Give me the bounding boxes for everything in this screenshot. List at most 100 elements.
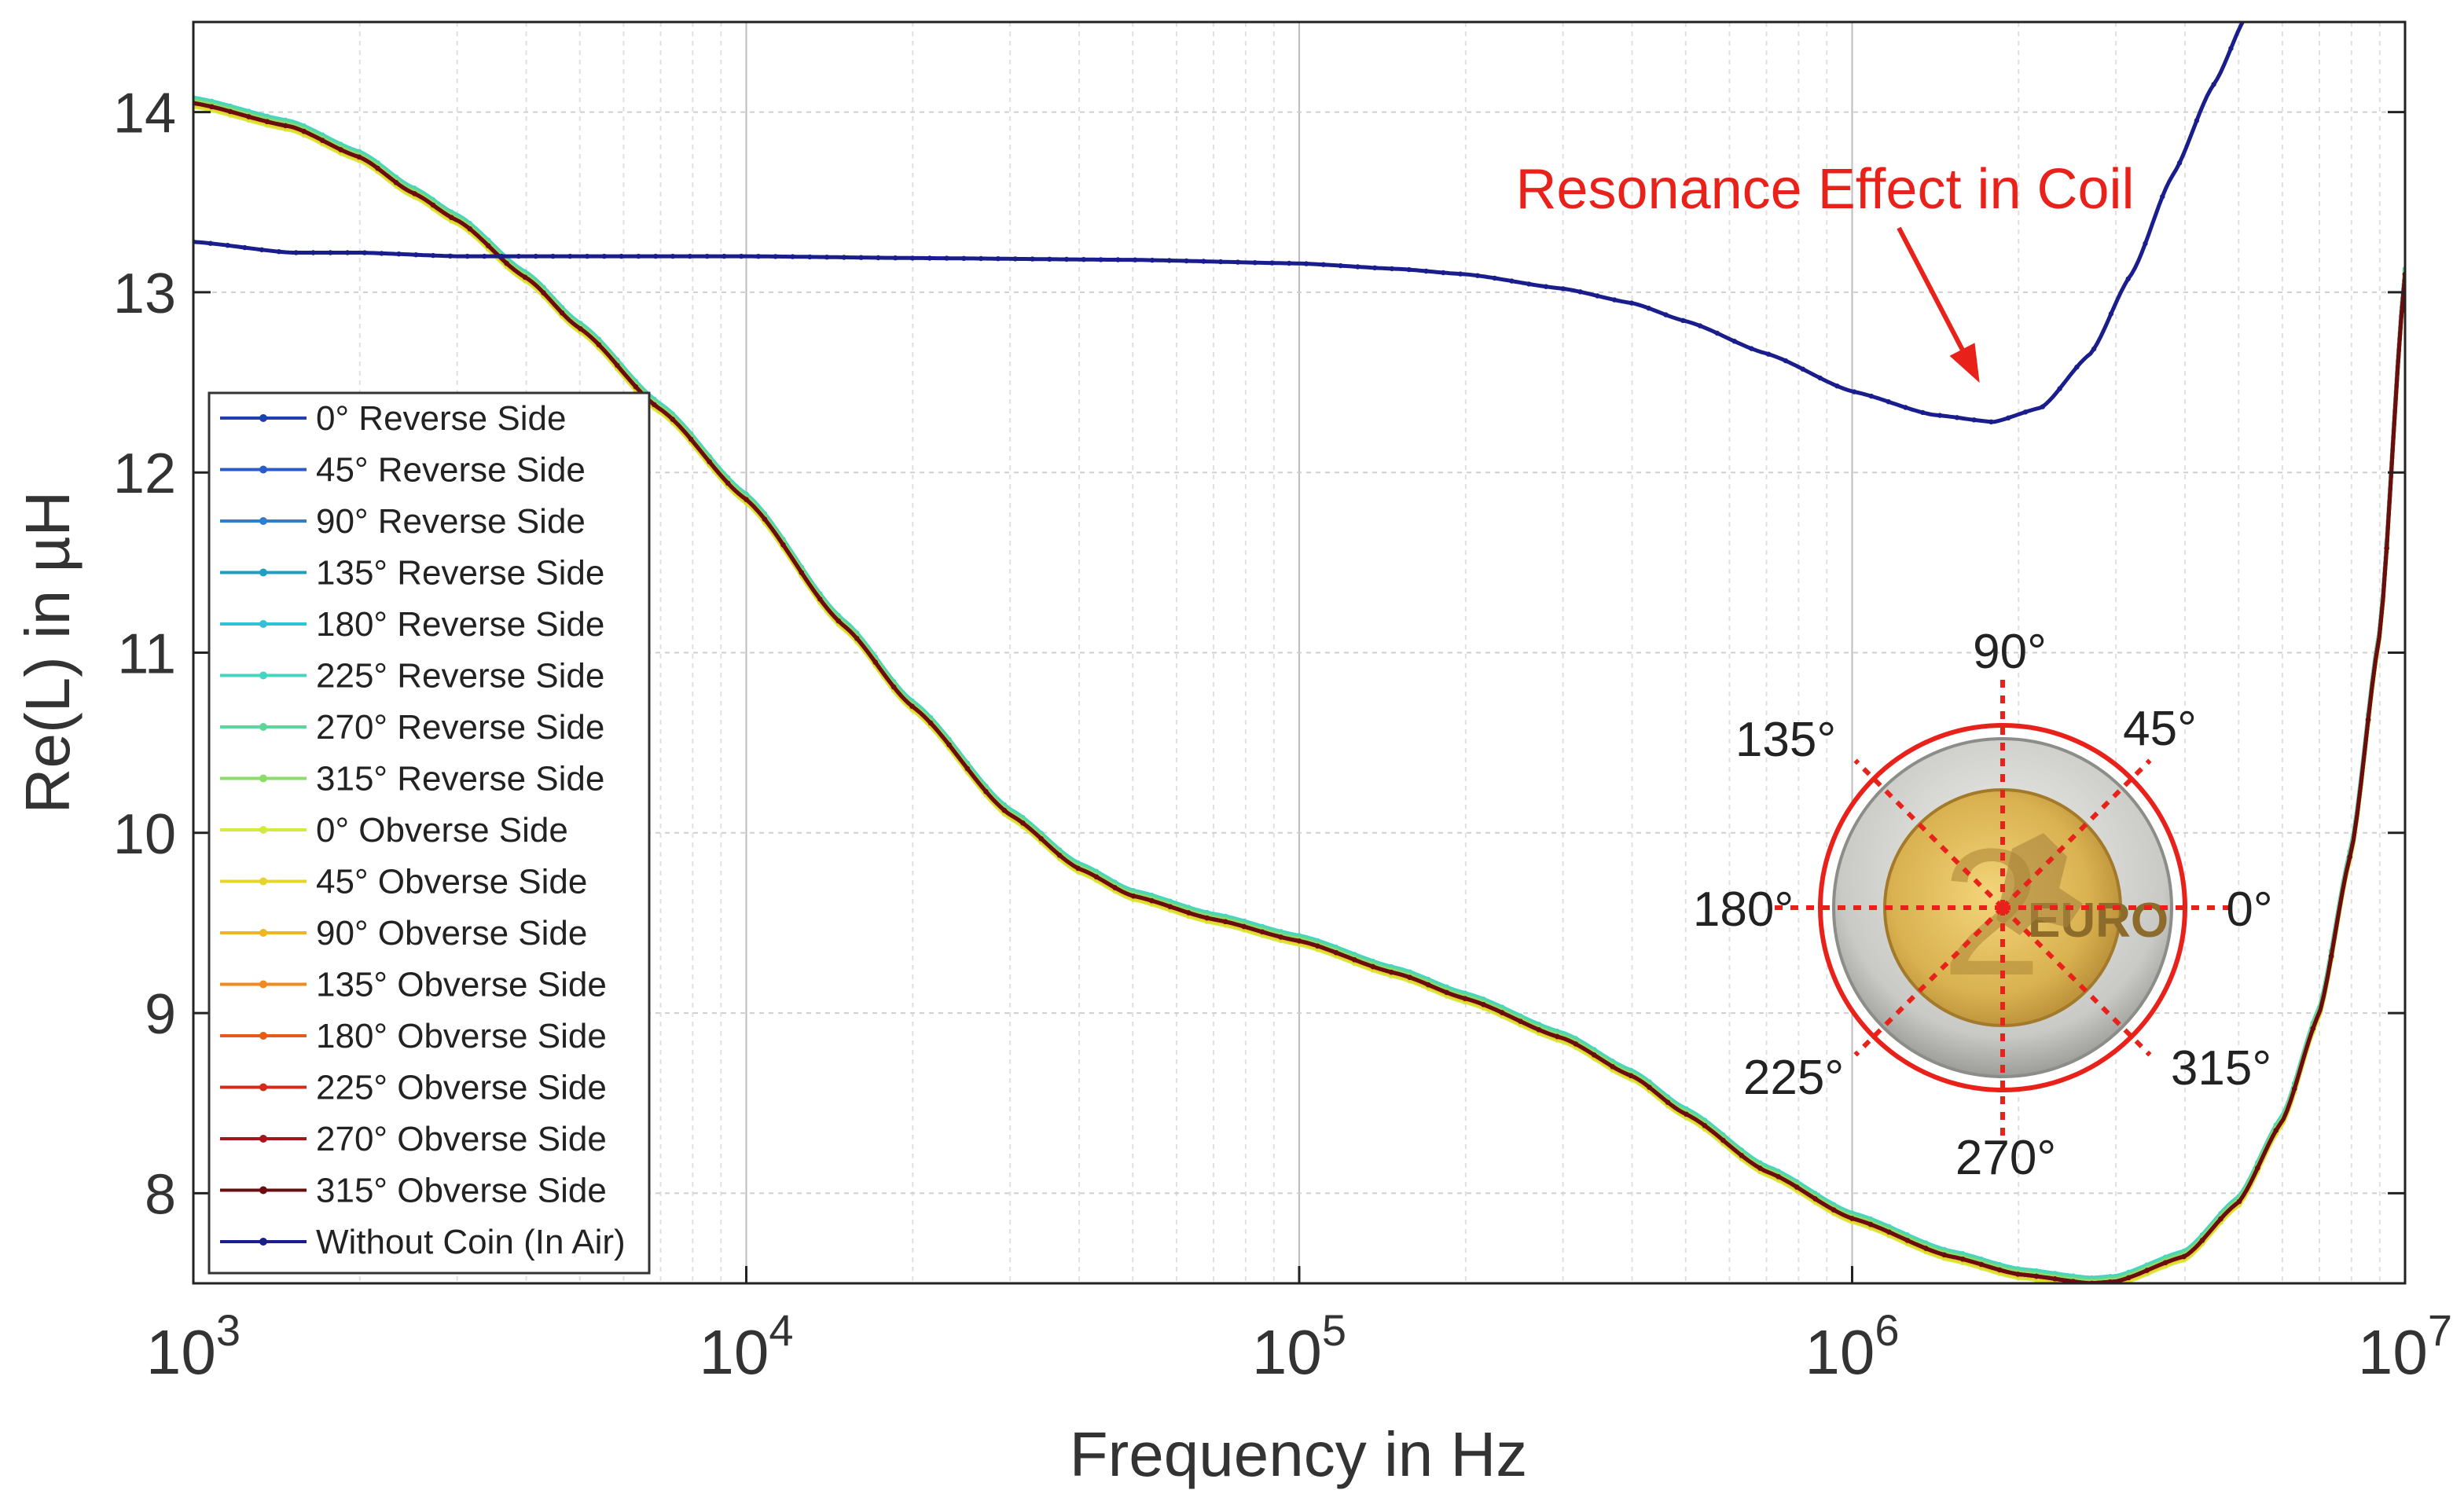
series-point <box>1296 938 1302 944</box>
series-point <box>744 497 749 502</box>
series-point <box>412 191 417 196</box>
series-point <box>2228 46 2234 51</box>
series-point <box>1555 1033 1560 1040</box>
series-point <box>1904 1238 1910 1243</box>
series-point <box>909 255 916 261</box>
series-point <box>1389 969 1394 975</box>
series-layer <box>193 22 2405 1289</box>
series-point <box>909 703 915 709</box>
series-point <box>379 251 384 256</box>
legend-item: 270° Obverse Side <box>220 1120 607 1158</box>
x-tick-label: 106 <box>1805 1305 1899 1387</box>
series-point <box>927 720 934 726</box>
series-point <box>301 128 307 134</box>
legend-swatch-marker <box>259 1032 267 1040</box>
series-point <box>1441 270 1446 276</box>
legend-swatch-marker <box>259 465 267 474</box>
series-point <box>1166 258 1172 263</box>
angle-label: 0° <box>2226 883 2272 937</box>
series-point <box>1831 1207 1837 1213</box>
series-point <box>1954 415 1960 420</box>
series-point <box>1739 1153 1744 1158</box>
series-point <box>670 417 675 422</box>
y-tick-label: 11 <box>117 623 176 686</box>
angle-ray <box>1853 758 2005 910</box>
series-point <box>276 249 282 255</box>
legend-label: 270° Obverse Side <box>316 1120 607 1158</box>
series-point <box>2033 1273 2040 1279</box>
legend-item: 180° Obverse Side <box>220 1017 607 1055</box>
series-point <box>1038 836 1044 842</box>
series-point <box>2089 1284 2094 1289</box>
series-point <box>1610 1064 1615 1070</box>
series-point <box>2143 240 2148 247</box>
legend-item: 135° Obverse Side <box>220 966 607 1004</box>
series-point <box>1731 339 1737 344</box>
legend: 0° Reverse Side 45° Reverse Side 90° Rever… <box>207 391 651 1275</box>
series-point <box>1996 1267 2003 1273</box>
series-point <box>961 255 967 261</box>
series-point <box>1923 1246 1929 1251</box>
series-point <box>413 252 419 258</box>
series-point <box>2181 1253 2187 1260</box>
series-point <box>1543 284 1549 289</box>
series-point <box>1223 919 1228 925</box>
series-point <box>687 253 692 259</box>
series-point <box>430 252 436 259</box>
series-point <box>704 253 710 259</box>
series-point <box>465 253 470 259</box>
angle-rays <box>1771 676 2234 1140</box>
series-point <box>1012 256 1018 262</box>
series-point <box>762 516 768 522</box>
series-point <box>1115 257 1121 262</box>
series-point <box>1338 262 1343 269</box>
x-tick-label: 105 <box>1252 1305 1346 1387</box>
legend-label: 180° Reverse Side <box>316 605 604 644</box>
series-point <box>2091 346 2097 352</box>
legend-swatch-marker <box>259 1186 267 1195</box>
series-point <box>486 243 491 248</box>
series-point <box>310 250 316 255</box>
series-point <box>1978 1261 1984 1268</box>
legend-item: 45° Reverse Side <box>220 451 586 490</box>
series-point <box>978 255 984 262</box>
coin-inset: 2 EURO 0°45°90°135°180°225°270°315° <box>1693 625 2273 1185</box>
series-point <box>1252 260 1258 266</box>
series-point <box>893 255 898 261</box>
x-tick-label: 104 <box>699 1305 793 1387</box>
series-point <box>653 253 659 259</box>
series-point <box>2347 854 2352 860</box>
series-point <box>338 147 343 152</box>
series-point <box>1481 1002 1486 1007</box>
series-point <box>209 104 215 109</box>
legend-label: 90° Reverse Side <box>316 502 586 541</box>
series-point <box>995 256 1001 262</box>
y-tick-label: 8 <box>145 1163 176 1226</box>
series-point <box>858 255 864 260</box>
series-point <box>807 254 813 260</box>
annotation-text: Resonance Effect in Coil <box>1515 158 2134 221</box>
series-point <box>1971 417 1977 423</box>
series-point <box>1665 1099 1671 1105</box>
series-point <box>688 436 694 442</box>
series-point <box>872 659 878 665</box>
series-point <box>1526 281 1532 287</box>
series-point <box>1573 1041 1579 1047</box>
series-point <box>983 789 989 795</box>
legend-item: 180° Reverse Side <box>220 605 604 644</box>
series-point <box>1684 1111 1689 1117</box>
legend-swatch-marker <box>259 774 267 783</box>
y-tick-label: 10 <box>113 803 176 866</box>
y-axis-label: Re(L) in µH <box>13 491 83 814</box>
series-point <box>264 119 270 124</box>
series-point <box>1629 300 1635 306</box>
legend-item: 90° Obverse Side <box>220 914 587 952</box>
series-point <box>328 250 333 255</box>
series-point <box>1592 1052 1597 1058</box>
series-point <box>2329 953 2334 959</box>
series-point <box>2074 364 2080 370</box>
annotation: Resonance Effect in Coil <box>1515 158 2135 384</box>
angle-labels: 0° 45° 90° 135° 180° 225° 270° 315° <box>1693 625 2273 1185</box>
series-point <box>242 244 248 251</box>
series-point <box>1868 393 1875 399</box>
